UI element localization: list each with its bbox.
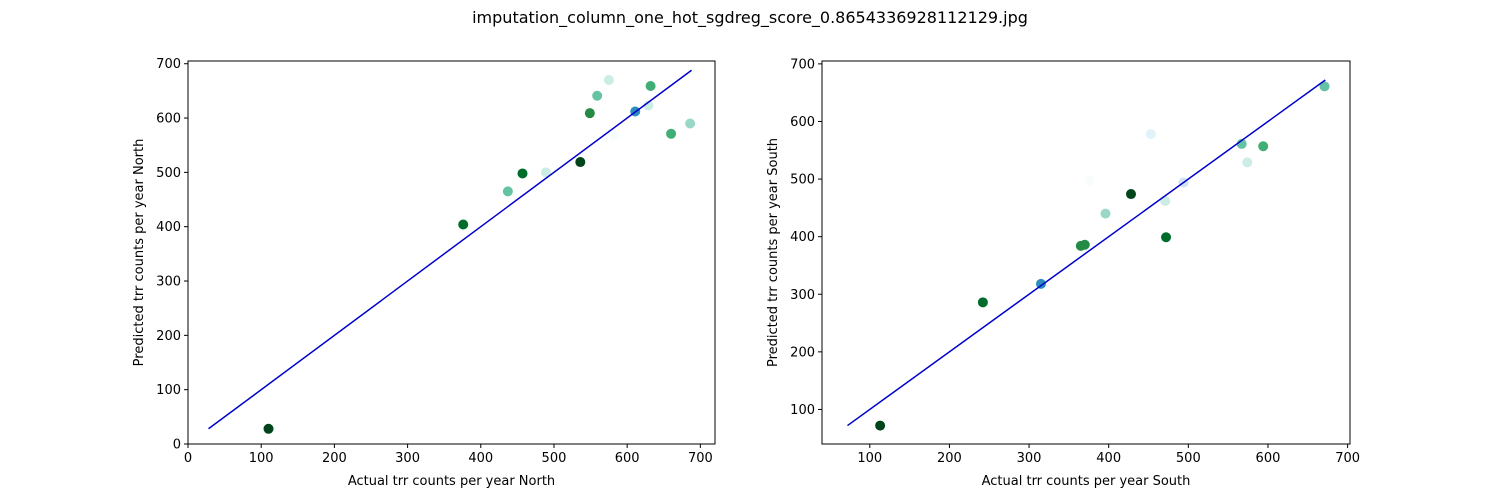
scatter-point	[517, 168, 528, 179]
plot-south: 100 200 300 400 500 600 700 100 200 300 400 500 600 7…	[766, 57, 1360, 489]
y-tick-label: 300	[156, 275, 181, 290]
y-tick-label: 500	[156, 166, 181, 181]
x-tick-label: 600	[1256, 451, 1281, 466]
x-tick-label: 0	[184, 451, 192, 466]
y-tick-label: 400	[790, 230, 815, 245]
x-tick-label: 400	[1096, 451, 1121, 466]
reference-line	[208, 69, 693, 430]
scatter-point	[1145, 129, 1156, 140]
scatter-point	[1319, 81, 1330, 92]
scatter-point	[575, 157, 586, 168]
scatter-point	[263, 423, 274, 434]
y-tick-label: 0	[173, 438, 181, 453]
y-tick-label: 400	[156, 220, 181, 235]
reference-line	[847, 79, 1326, 427]
y-tick-label: 600	[790, 115, 815, 130]
y-tick-label: 700	[156, 57, 181, 72]
y-tick-label: 300	[790, 288, 815, 303]
scatter-point	[645, 80, 656, 91]
scatter-point	[1079, 239, 1090, 250]
x-tick-label: 600	[615, 451, 640, 466]
y-axis-label: Predicted trr counts per year South	[766, 138, 781, 367]
y-tick-label: 700	[790, 57, 815, 72]
y-axis-label: Predicted trr counts per year North	[132, 139, 147, 367]
scatter-point	[592, 90, 603, 101]
axes-frame-north	[187, 60, 716, 445]
y-tick-label: 100	[790, 403, 815, 418]
scatter-point	[540, 167, 551, 178]
scatter-point	[643, 100, 654, 111]
scatter-point	[1036, 278, 1047, 289]
x-tick-label: 200	[937, 451, 962, 466]
scatter-point	[1100, 208, 1111, 219]
scatter-point	[603, 75, 614, 86]
x-tick-label: 500	[542, 451, 567, 466]
y-tick-label: 200	[156, 329, 181, 344]
y-tick-label: 200	[790, 345, 815, 360]
x-tick-label: 500	[1176, 451, 1201, 466]
y-tick-label: 600	[156, 112, 181, 127]
scatter-point	[875, 420, 886, 431]
x-tick-label: 700	[688, 451, 713, 466]
x-tick-label: 100	[249, 451, 274, 466]
x-tick-label: 100	[857, 451, 882, 466]
scatter-point	[1161, 232, 1172, 243]
x-tick-label: 700	[1335, 451, 1360, 466]
scatter-point	[1125, 189, 1136, 200]
scatter-point	[584, 108, 595, 119]
scatter-point	[685, 118, 696, 129]
scatter-point	[977, 297, 988, 308]
figure-title: imputation_column_one_hot_sgdreg_score_0…	[472, 8, 1028, 27]
x-axis-label: Actual trr counts per year South	[982, 474, 1191, 489]
x-tick-label: 400	[468, 451, 493, 466]
axes-frame-south	[821, 60, 1351, 445]
scatter-point	[1258, 141, 1269, 152]
plot-north: 0 100 200 300 400 500 600 700 0 100 200 300 400 500 60…	[132, 57, 716, 489]
x-tick-label: 200	[322, 451, 347, 466]
x-axis-label: Actual trr counts per year North	[348, 474, 555, 489]
x-tick-label: 300	[395, 451, 420, 466]
x-tick-label: 300	[1017, 451, 1042, 466]
scatter-point	[1242, 157, 1253, 168]
scatter-point	[502, 186, 513, 197]
scatter-point	[458, 219, 469, 230]
scatter-point	[608, 130, 619, 141]
y-tick-label: 500	[790, 173, 815, 188]
scatter-point	[1084, 175, 1095, 186]
scatter-point	[666, 128, 677, 139]
y-tick-label: 100	[156, 383, 181, 398]
